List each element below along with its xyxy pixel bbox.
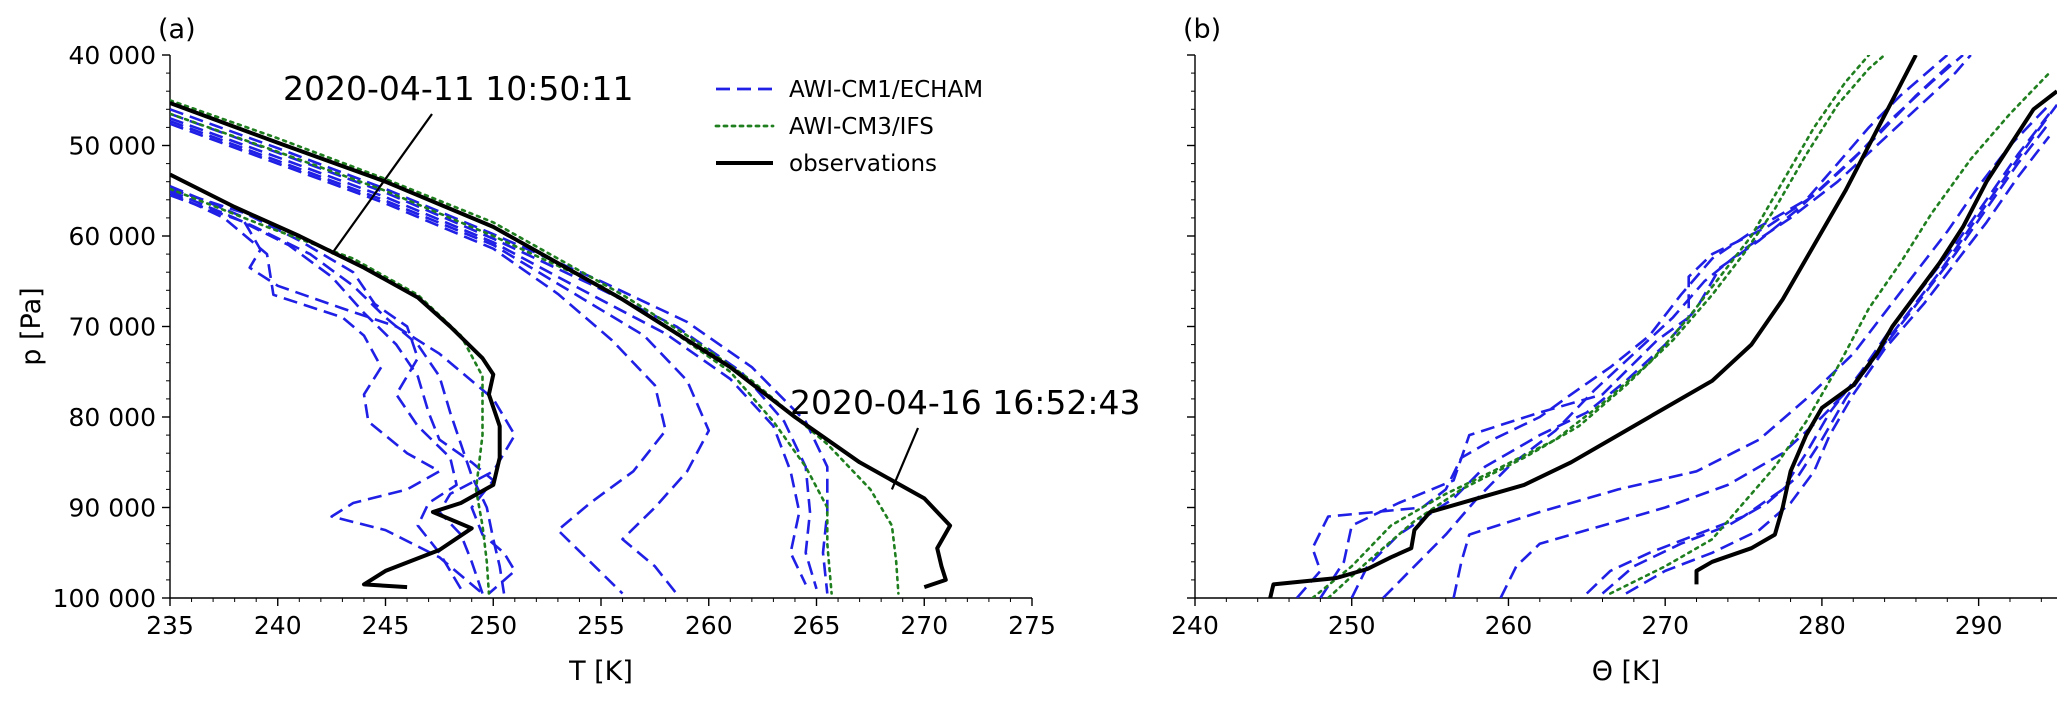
annotation-label: 2020-04-16 16:52:43 [790,383,1140,422]
y-tick-label: 50 000 [69,132,156,161]
x-tick-label: 260 [685,611,733,640]
x-tick-label: 250 [469,611,517,640]
awi-cm1-echam-line [170,112,818,590]
x-tick-label: 260 [1485,611,1533,640]
x-tick-label: 280 [1798,611,1846,640]
y-tick-label: 40 000 [69,41,156,70]
x-tick-label: 235 [146,611,194,640]
y-tick-label: 100 000 [53,584,156,613]
awi-cm1-echam-line [1350,58,1956,598]
annotation-arrow [330,113,433,255]
panel-a-temperature-profile: 235 240 245 250 255 260 265 270 275 40 000 50 000 6… [16,14,1140,687]
awi-cm1-echam-line [170,185,517,594]
awi-cm1-echam-line [170,117,807,585]
awi-cm3-ifs-line [1311,55,1871,598]
panel-label: (a) [158,14,196,45]
awi-cm3-ifs-line [170,99,900,595]
awi-cm3-ifs-line [1609,71,2051,595]
x-tick-label: 275 [1008,611,1056,640]
awi-cm1-echam-line [1452,103,2051,598]
x-axis-label: T [K] [568,656,633,687]
awi-cm1-echam-line [1601,104,2057,595]
awi-cm1-echam-line [170,122,667,595]
series-group [170,99,953,595]
x-axis-label: Θ [K] [1592,656,1661,687]
legend: AWI-CM1/ECHAM AWI-CM3/IFS observations [714,77,983,177]
y-tick-label: 80 000 [69,403,156,432]
annotation-arrow [890,427,920,490]
awi-cm1-echam-line [170,187,463,590]
y-tick-label: 90 000 [69,494,156,523]
legend-label: AWI-CM1/ECHAM [789,77,983,103]
awi-cm1-echam-line [1319,55,1964,598]
x-tick-label: 270 [1641,611,1689,640]
observations-line [170,101,953,589]
series-group [1268,55,2057,598]
panel-label: (b) [1183,14,1221,45]
awi-cm1-echam-line [170,191,484,595]
awi-cm1-echam-line [170,119,711,595]
x-tick-label: 265 [793,611,841,640]
y-tick-label: 60 000 [69,222,156,251]
awi-cm1-echam-line [1499,122,2051,598]
x-tick-label: 245 [362,611,410,640]
y-axis-label: p [Pa] [16,287,47,365]
x-tick-label: 270 [900,611,948,640]
awi-cm3-ifs-line [1326,55,1886,598]
observations-line [1694,89,2057,585]
awi-cm1-echam-line [1295,55,1949,598]
legend-label: AWI-CM3/IFS [789,114,934,140]
x-tick-label: 290 [1955,611,2003,640]
y-tick-label: 70 000 [69,313,156,342]
observations-line [170,172,502,590]
legend-label: observations [789,151,937,177]
x-tick-label: 250 [1328,611,1376,640]
x-tick-label: 240 [1171,611,1219,640]
panel-b-potential-temperature-profile: 240 250 260 270 280 290 Θ [K] (b) [1171,14,2057,687]
awi-cm1-echam-line [1382,55,1972,598]
awi-cm1-echam-line [170,108,829,594]
annotation-label: 2020-04-11 10:50:11 [283,69,633,108]
x-tick-label: 240 [254,611,302,640]
x-tick-label: 255 [577,611,625,640]
awi-cm3-ifs-line [170,187,491,595]
awi-cm1-echam-line [1585,113,2051,595]
observations-line [1268,55,1918,598]
